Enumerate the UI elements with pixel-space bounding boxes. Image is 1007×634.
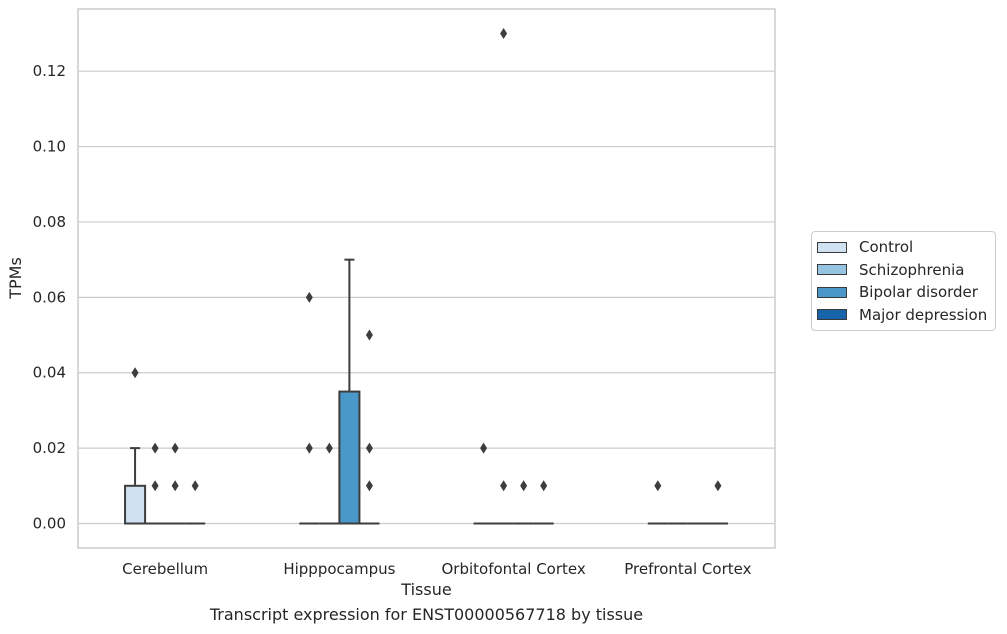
y-tick-label: 0.02 <box>33 439 66 457</box>
outlier-point <box>171 480 179 492</box>
box-group <box>493 28 514 525</box>
box-group <box>185 480 206 525</box>
legend-label: Control <box>859 238 914 257</box>
chart-caption: Transcript expression for ENST0000056771… <box>209 605 644 624</box>
outlier-point <box>520 480 528 492</box>
box-group <box>707 480 728 525</box>
box-group <box>124 367 147 525</box>
outlier-point <box>500 480 508 492</box>
outlier-point <box>480 442 488 454</box>
outlier-point <box>500 28 508 39</box>
x-tick-label: Hipppocampus <box>283 560 395 578</box>
box-group <box>319 442 340 525</box>
outlier-point <box>365 442 373 454</box>
legend-label: Bipolar disorder <box>859 283 978 302</box>
box-group <box>473 442 494 525</box>
legend-label: Major depression <box>859 305 988 324</box>
outlier-point <box>305 442 313 454</box>
legend-swatch <box>817 264 847 276</box>
legend-item-major-depression: Major depression <box>812 304 995 327</box>
y-tick-label: 0.04 <box>33 364 66 382</box>
outlier-point <box>151 442 159 454</box>
legend-item-schizophrenia: Schizophrenia <box>812 259 995 282</box>
outlier-point <box>540 480 548 492</box>
x-axis-label: Tissue <box>400 580 451 599</box>
outlier-point <box>325 442 333 454</box>
x-tick-label: Cerebellum <box>122 560 208 578</box>
box-group <box>647 480 668 525</box>
box-group <box>513 480 534 525</box>
box-series <box>124 28 728 525</box>
x-tick-label: Orbitofontal Cortex <box>442 560 586 578</box>
box <box>124 484 147 525</box>
outlier-point <box>365 329 373 341</box>
legend-item-control: Control <box>812 236 995 259</box>
outlier-point <box>151 480 159 492</box>
box-group <box>165 442 186 525</box>
legend-item-bipolar-disorder: Bipolar disorder <box>812 281 995 304</box>
legend-swatch <box>817 286 847 298</box>
box <box>338 390 361 525</box>
y-tick-label: 0.12 <box>33 62 66 80</box>
grid-lines <box>78 70 775 525</box>
outlier-point <box>365 480 373 492</box>
legend-label: Schizophrenia <box>859 260 965 279</box>
plot-area-frame <box>77 8 776 549</box>
box-group <box>145 442 166 525</box>
x-tick-label: Prefrontal Cortex <box>624 560 751 578</box>
outlier-point <box>714 480 722 492</box>
box-group <box>359 329 380 525</box>
y-tick-label: 0.10 <box>33 138 66 156</box>
legend-swatch <box>817 241 847 253</box>
legend: Control Schizophrenia Bipolar disorder M… <box>811 231 996 331</box>
outlier-point <box>305 291 313 303</box>
box-group <box>338 258 361 525</box>
y-tick-label: 0.08 <box>33 213 66 231</box>
box-group <box>533 480 554 525</box>
x-axis-ticks: Cerebellum Hipppocampus Orbitofontal Corte… <box>122 560 751 578</box>
legend-swatch <box>817 309 847 321</box>
outlier-point <box>131 367 139 379</box>
y-tick-label: 0.00 <box>33 515 66 533</box>
y-axis-ticks: 0.00 0.02 0.04 0.06 0.08 0.10 0.12 <box>33 62 66 532</box>
y-tick-label: 0.06 <box>33 288 66 306</box>
outlier-point <box>171 442 179 454</box>
y-axis-label: TPMs <box>6 257 25 300</box>
outlier-point <box>654 480 662 492</box>
outlier-point <box>191 480 199 492</box>
box-group <box>299 291 320 525</box>
